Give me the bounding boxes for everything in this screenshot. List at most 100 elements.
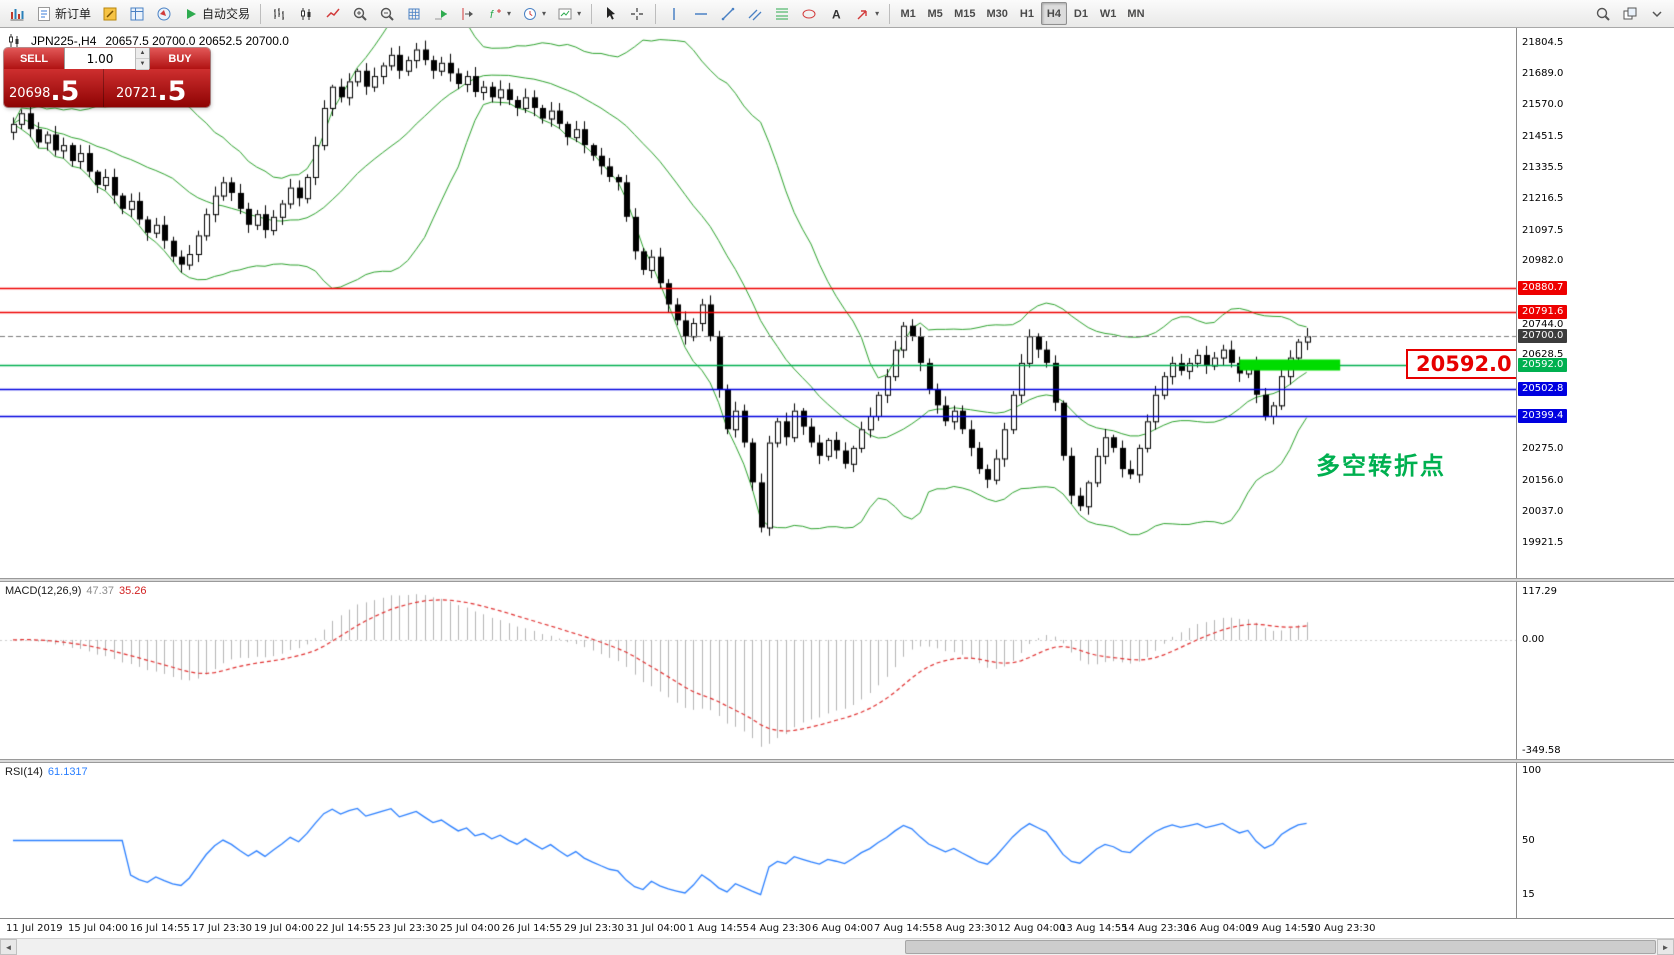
- chart-annotation-text[interactable]: 多空转折点: [1316, 453, 1446, 480]
- chart-shift-button[interactable]: [455, 2, 481, 25]
- price-axis-label: 20982.0: [1522, 255, 1564, 267]
- one-click-trading-panel: SELL ▲ ▼ BUY 20698 .5: [4, 48, 210, 107]
- trendline-button[interactable]: [715, 2, 741, 25]
- macd-canvas[interactable]: [0, 582, 1516, 759]
- channel-icon: [747, 6, 763, 22]
- line-chart-button[interactable]: [320, 2, 346, 25]
- price-axis-label: 20744.0: [1522, 318, 1564, 330]
- horizontal-scrollbar: ◄ ►: [0, 938, 1674, 955]
- timeframe-m1-button-label: M1: [900, 7, 916, 20]
- windows-button[interactable]: [1617, 2, 1643, 25]
- panel-separator[interactable]: [0, 759, 1674, 763]
- macd-panel: MACD(12,26,9) 47.37 35.26 117.29 0.00 -349.5…: [0, 582, 1674, 759]
- zoom-in-icon: [352, 6, 368, 22]
- search-button[interactable]: [1590, 2, 1616, 25]
- price-axis-label: 20156.0: [1522, 474, 1564, 486]
- crosshair-button[interactable]: [624, 2, 650, 25]
- candlestick-mini-icon: [6, 33, 22, 49]
- metaeditor-button[interactable]: [97, 2, 123, 25]
- timeframe-h4-button[interactable]: H4: [1040, 2, 1067, 25]
- rsi-name: RSI(14): [5, 766, 43, 778]
- rsi-canvas[interactable]: [0, 763, 1516, 918]
- rsi-axis-label: 100: [1522, 765, 1542, 776]
- price-axis-label: 21689.0: [1522, 67, 1564, 79]
- auto-scroll-icon: [433, 6, 449, 22]
- templates-button[interactable]: ▾: [552, 2, 586, 25]
- timeframe-m1-button[interactable]: M1: [895, 2, 921, 25]
- toolbar-separator: [591, 3, 593, 24]
- panel-separator[interactable]: [0, 578, 1674, 582]
- scroll-right-icon[interactable]: ►: [1657, 939, 1674, 955]
- horizontal-line-button[interactable]: [688, 2, 714, 25]
- scroll-left-icon[interactable]: ◄: [0, 939, 17, 955]
- macd-plot: MACD(12,26,9) 47.37 35.26: [0, 582, 1516, 759]
- rsi-axis[interactable]: 100 50 15: [1516, 763, 1674, 918]
- market-watch-button[interactable]: [124, 2, 150, 25]
- horizontal-line-icon: [693, 6, 709, 22]
- zoom-out-button[interactable]: [374, 2, 400, 25]
- timeframe-h1-button[interactable]: H1: [1014, 2, 1040, 25]
- vertical-line-button[interactable]: [661, 2, 687, 25]
- volume-up-button[interactable]: ▲: [136, 48, 149, 59]
- toolbar-options-button[interactable]: [1644, 2, 1670, 25]
- shapes-icon: [801, 6, 817, 22]
- new-chart-button[interactable]: [4, 2, 30, 25]
- macd-axis[interactable]: 117.29 0.00 -349.58: [1516, 582, 1674, 759]
- navigator-button[interactable]: [151, 2, 177, 25]
- ohlc-values: 20657.5 20700.0 20652.5 20700.0: [105, 34, 289, 48]
- dropdown-arrow-icon: ▾: [577, 9, 582, 18]
- new-order-button[interactable]: 新订单: [31, 2, 96, 25]
- text-button[interactable]: A: [823, 2, 849, 25]
- crosshair-icon: [629, 6, 645, 22]
- autotrading-button[interactable]: 自动交易: [178, 2, 255, 25]
- sell-price[interactable]: 20698 .5: [4, 69, 103, 107]
- rsi-panel: RSI(14) 61.1317 100 50 15: [0, 763, 1674, 918]
- time-axis-label: 14 Aug 23:30: [1122, 923, 1190, 934]
- sell-button[interactable]: SELL: [4, 48, 64, 69]
- scrollbar-thumb[interactable]: [905, 940, 1656, 954]
- bar-chart-button[interactable]: [266, 2, 292, 25]
- cursor-button[interactable]: [597, 2, 623, 25]
- indicators-button[interactable]: f ▾: [482, 2, 516, 25]
- timeframe-mn-button[interactable]: MN: [1122, 2, 1149, 25]
- equidistant-channel-button[interactable]: [742, 2, 768, 25]
- price-tag: 20502.8: [1518, 381, 1568, 396]
- rsi-axis-label: 15: [1522, 888, 1535, 900]
- timeframe-m5-button[interactable]: M5: [922, 2, 948, 25]
- trade-panel-prices-row: 20698 .5 20721 .5: [4, 69, 210, 107]
- timeframe-w1-button[interactable]: W1: [1095, 2, 1122, 25]
- fibonacci-button[interactable]: [769, 2, 795, 25]
- buy-price-big: .5: [157, 76, 187, 107]
- time-axis[interactable]: 11 Jul 2019 15 Jul 04:00 16 Jul 14:55 17 Ju…: [0, 918, 1674, 938]
- timeframe-d1-button[interactable]: D1: [1068, 2, 1094, 25]
- grid-icon: [406, 6, 422, 22]
- price-callout-label[interactable]: 20592.0: [1406, 349, 1516, 379]
- buy-price[interactable]: 20721 .5: [103, 69, 210, 107]
- timeframe-m30-button[interactable]: M30: [982, 2, 1013, 25]
- auto-scroll-button[interactable]: [428, 2, 454, 25]
- price-axis-label: 20628.5: [1522, 349, 1564, 361]
- symbol-info: JPN225-,H4 20657.5 20700.0 20652.5 20700…: [6, 33, 289, 49]
- text-icon: A: [828, 6, 844, 22]
- candlestick-chart-button[interactable]: [293, 2, 319, 25]
- price-axis-label: 21216.5: [1522, 193, 1564, 205]
- periods-button[interactable]: ▾: [517, 2, 551, 25]
- arrows-button[interactable]: ▾: [850, 2, 884, 25]
- shapes-button[interactable]: [796, 2, 822, 25]
- volume-input[interactable]: [65, 48, 135, 69]
- time-axis-label: 12 Aug 04:00: [998, 923, 1066, 934]
- macd-axis-label: 117.29: [1522, 586, 1557, 597]
- grid-button[interactable]: [401, 2, 427, 25]
- timeframe-m15-button[interactable]: M15: [949, 2, 980, 25]
- price-axis[interactable]: 21804.5 21689.0 21570.0 21451.5 21335.5 21216…: [1516, 28, 1674, 578]
- windows-icon: [1622, 6, 1638, 22]
- buy-button[interactable]: BUY: [150, 48, 210, 69]
- timeframe-d1-button-label: D1: [1073, 7, 1088, 20]
- macd-main-value: 47.37: [86, 585, 114, 597]
- line-chart-icon: [325, 6, 341, 22]
- price-chart-canvas[interactable]: [0, 28, 1516, 578]
- zoom-in-button[interactable]: [347, 2, 373, 25]
- volume-down-button[interactable]: ▼: [136, 59, 149, 70]
- price-axis-label: 21804.5: [1522, 37, 1564, 48]
- timeframe-h4-button-label: H4: [1046, 7, 1061, 20]
